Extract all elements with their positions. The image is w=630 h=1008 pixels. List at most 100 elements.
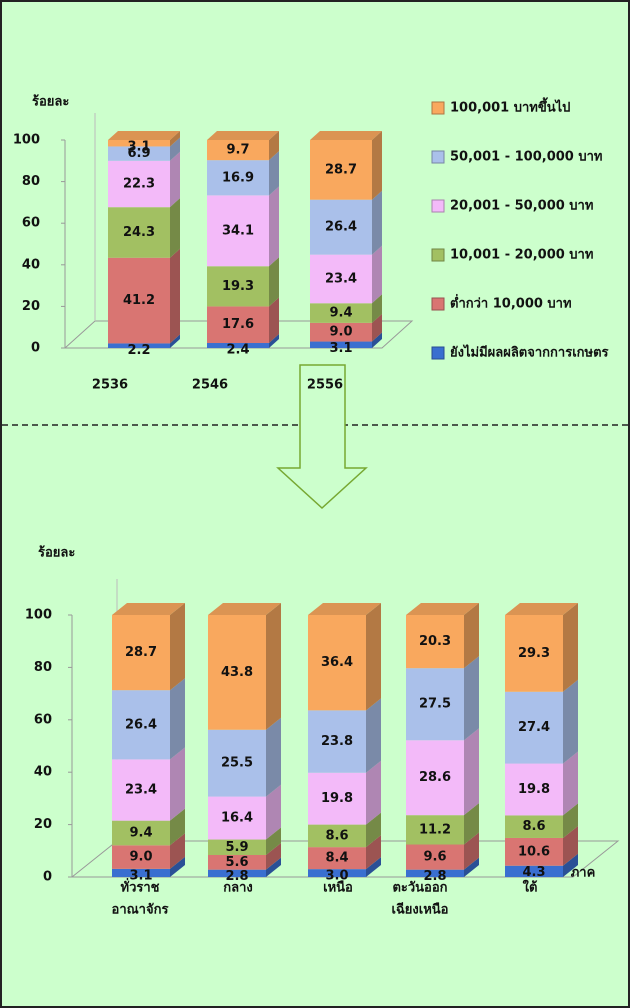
bar-side xyxy=(366,857,381,877)
data-label: 17.6 xyxy=(222,317,254,332)
bar-segment xyxy=(505,615,563,692)
y-tick-label: 0 xyxy=(43,870,52,885)
data-label: 9.4 xyxy=(329,306,352,321)
x-tick-label: 2556 xyxy=(307,378,343,393)
x-tick-label: ใต้ xyxy=(523,879,538,896)
y-tick-label: 20 xyxy=(22,299,40,314)
data-label: 3.1 xyxy=(127,140,150,155)
bar-segment xyxy=(108,343,170,348)
data-label: 24.3 xyxy=(123,225,155,240)
bar-side xyxy=(266,857,281,877)
data-label: 5.6 xyxy=(225,855,248,870)
data-label: 23.4 xyxy=(125,783,157,798)
bar-side xyxy=(372,131,382,200)
bar-segment xyxy=(208,615,266,730)
bar-segment xyxy=(208,839,266,855)
data-label: 27.5 xyxy=(419,697,451,712)
data-label: 19.8 xyxy=(518,782,550,797)
data-label: 16.4 xyxy=(221,811,253,826)
bar-side xyxy=(269,297,279,344)
bar-segment xyxy=(112,615,170,691)
arrow xyxy=(276,364,368,510)
legend-swatch xyxy=(431,101,445,115)
data-label: 5.9 xyxy=(225,840,248,855)
bar-side xyxy=(269,257,279,307)
bar-side xyxy=(464,832,479,870)
bar-segment xyxy=(112,759,170,821)
bar-segment xyxy=(207,266,269,307)
data-label: 29.3 xyxy=(518,646,550,661)
bar-segment xyxy=(505,865,563,877)
data-label: 9.0 xyxy=(329,325,352,340)
bar-side xyxy=(269,334,279,348)
bar-segment xyxy=(208,854,266,870)
bar-side xyxy=(170,248,180,344)
bar-side xyxy=(366,760,381,825)
x-tick-label: 2536 xyxy=(92,378,128,393)
data-label: 8.4 xyxy=(325,851,348,866)
bar-segment xyxy=(208,729,266,797)
bar-side xyxy=(170,603,185,691)
bar-segment xyxy=(112,868,170,877)
legend-label: 10,001 - 20,000 บาท xyxy=(450,248,593,263)
bar-segment xyxy=(505,691,563,764)
bar-segment xyxy=(108,207,170,258)
bar-segment xyxy=(207,195,269,267)
x-tick-label: อาณาจักร xyxy=(112,903,169,918)
bar-side xyxy=(366,835,381,870)
bar-top xyxy=(208,603,281,615)
bar-side xyxy=(170,856,185,877)
bar-side xyxy=(372,332,382,348)
bar-side xyxy=(170,747,185,821)
bar-segment xyxy=(406,844,464,870)
y-tick-label: 40 xyxy=(34,765,52,780)
x-tick-label: ตะวันออก xyxy=(392,881,447,896)
bar-side xyxy=(266,842,281,870)
bar-segment xyxy=(406,740,464,816)
legend-label: 100,001 บาทขึ้นไป xyxy=(450,97,570,116)
bar-side xyxy=(170,151,180,208)
data-label: 3.1 xyxy=(129,868,152,883)
data-label: 9.7 xyxy=(226,143,249,158)
bar-side xyxy=(563,751,578,816)
bar-segment xyxy=(308,615,366,711)
bar-side xyxy=(372,245,382,304)
bar-segment xyxy=(108,160,170,208)
data-label: 2.2 xyxy=(127,343,150,358)
data-label: 28.7 xyxy=(125,645,157,660)
bar-top xyxy=(112,603,185,615)
data-label: 22.3 xyxy=(123,176,155,191)
bar-segment xyxy=(406,869,464,877)
bar-top xyxy=(310,131,382,140)
data-label: 8.6 xyxy=(325,828,348,843)
x-axis-label: ภาค xyxy=(571,866,596,881)
bar-side xyxy=(563,825,578,866)
y-tick-label: 80 xyxy=(22,174,40,189)
bar-side xyxy=(464,857,479,877)
data-label: 26.4 xyxy=(125,717,157,732)
bar-side xyxy=(266,827,281,855)
x-tick-label: 2546 xyxy=(192,378,228,393)
bar-segment xyxy=(308,710,366,773)
bar-segment xyxy=(308,847,366,870)
y-tick-label: 100 xyxy=(13,133,40,148)
bar-segment xyxy=(207,343,269,348)
bar-side xyxy=(170,198,180,258)
bar-side xyxy=(372,313,382,342)
legend-swatch xyxy=(431,150,445,164)
bar-side xyxy=(372,190,382,255)
bar-segment xyxy=(406,815,464,845)
bar-segment xyxy=(112,820,170,846)
bar-segment xyxy=(310,303,372,323)
bar-top xyxy=(406,603,479,615)
data-label: 26.4 xyxy=(325,220,357,235)
bar-side xyxy=(464,803,479,845)
bar-segment xyxy=(308,772,366,825)
legend-label: 50,001 - 100,000 บาท xyxy=(450,150,602,165)
data-label: 28.6 xyxy=(419,770,451,785)
y-tick-label: 20 xyxy=(34,817,52,832)
legend-swatch xyxy=(431,248,445,262)
y-tick-label: 0 xyxy=(31,341,40,356)
data-label: 27.4 xyxy=(518,720,550,735)
legend-label: ต่ำกว่า 10,000 บาท xyxy=(450,294,572,312)
